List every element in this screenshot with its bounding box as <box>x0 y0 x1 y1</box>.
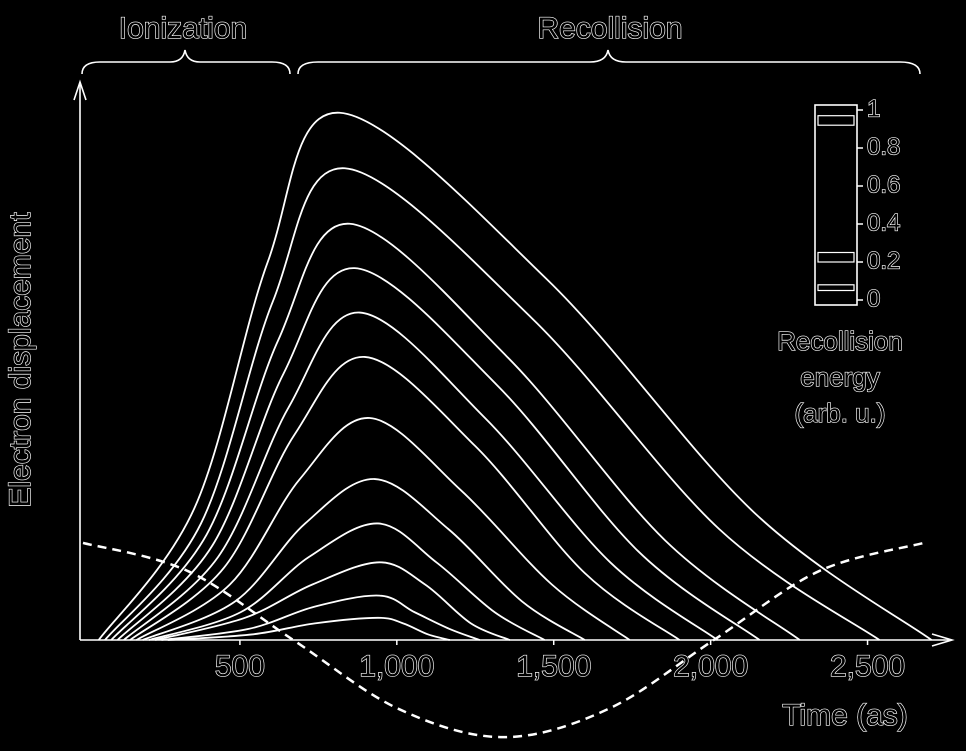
x-tick-label: 2,000 <box>673 650 748 683</box>
x-tick-label: 1,500 <box>516 650 591 683</box>
brace <box>297 49 921 75</box>
x-tick-label: 500 <box>215 650 265 683</box>
colorbar-tick-label: 1 <box>867 95 880 122</box>
x-axis-label: Time (as) <box>782 699 908 732</box>
field-line <box>82 541 925 739</box>
x-tick-label: 1,000 <box>359 650 434 683</box>
colorbar-label: (arb. u.) <box>794 398 885 428</box>
x-tick-label: 2,500 <box>830 650 905 683</box>
trajectory <box>123 311 719 641</box>
colorbar-tick-label: 0.4 <box>867 209 900 236</box>
recollision-label: Recollision <box>537 12 682 45</box>
colorbar-label: Recollision <box>777 326 903 356</box>
colorbar-band <box>817 284 855 292</box>
colorbar-band <box>817 251 855 263</box>
colorbar-band <box>817 115 855 126</box>
trajectory <box>154 561 511 641</box>
colorbar-tick-label: 0.2 <box>867 247 900 274</box>
colorbar <box>814 104 858 306</box>
colorbar-label: energy <box>800 362 880 392</box>
ionization-label: Ionization <box>119 12 247 45</box>
trajectory <box>167 616 451 641</box>
colorbar-tick-label: 0.6 <box>867 171 900 198</box>
trajectory <box>104 167 880 641</box>
y-arrow <box>73 79 87 101</box>
colorbar-tick-label: 0.8 <box>867 133 900 160</box>
trajectory <box>97 111 933 641</box>
trajectory <box>161 594 480 641</box>
trajectory <box>135 417 631 641</box>
trajectory <box>116 267 761 641</box>
trajectory <box>129 356 681 641</box>
x-arrow <box>931 633 955 647</box>
colorbar-tick-label: 0 <box>867 285 880 312</box>
y-axis-label: Electron displacement <box>4 212 37 508</box>
trajectory <box>110 222 801 641</box>
brace <box>81 49 291 75</box>
trajectory <box>142 478 586 641</box>
trajectory <box>148 522 546 641</box>
